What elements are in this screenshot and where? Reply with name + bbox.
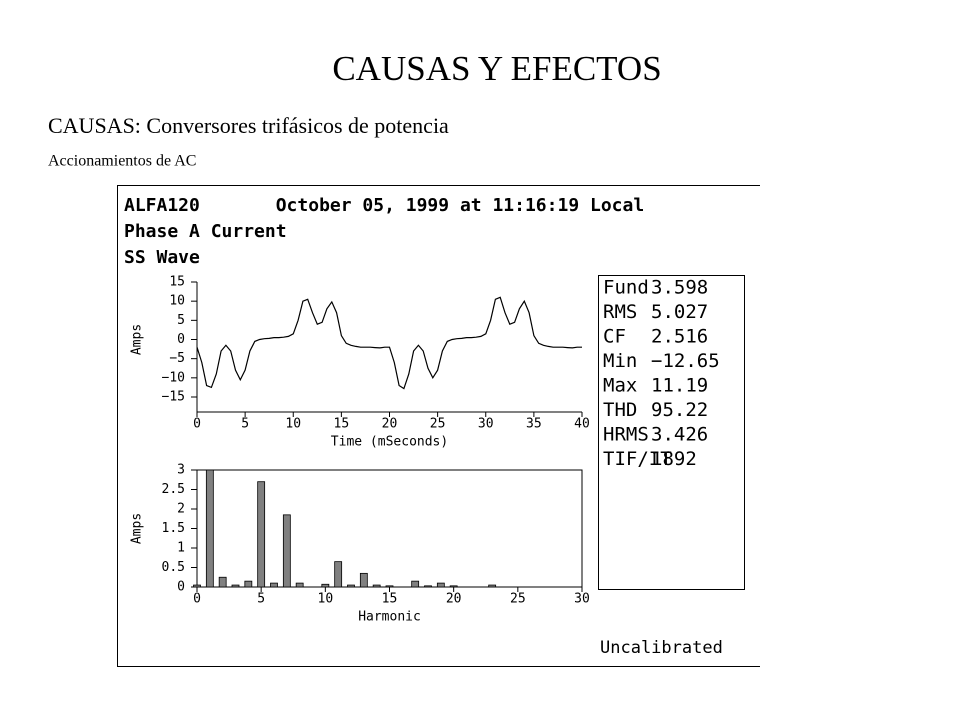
y-tick-label: 3 <box>177 463 185 478</box>
y-tick-label: 5 <box>177 313 185 328</box>
x-axis-label: Time (mSeconds) <box>331 435 448 450</box>
y-tick-label: 10 <box>169 294 185 309</box>
y-tick-label: 0 <box>177 332 185 347</box>
bar <box>359 572 368 588</box>
y-tick-label: 2 <box>177 502 185 517</box>
x-tick-label: 30 <box>574 592 590 607</box>
slide-title: CAUSAS Y EFECTOS <box>332 49 661 88</box>
bar <box>385 585 394 588</box>
header-line: SS Wave <box>124 247 200 268</box>
bar <box>270 582 278 588</box>
bar <box>334 561 343 588</box>
bar <box>372 584 381 588</box>
y-tick-label: −5 <box>169 351 185 366</box>
stat-value: −12.65 <box>651 350 720 372</box>
stat-value: 5.027 <box>651 301 708 323</box>
x-tick-label: 15 <box>382 592 398 607</box>
header-line: Phase A Current <box>124 221 287 242</box>
stat-value: 3.426 <box>651 424 708 446</box>
x-tick-label: 25 <box>510 592 526 607</box>
y-tick-label: −15 <box>162 390 185 405</box>
stat-label: RMS <box>603 301 637 323</box>
waveform <box>196 296 582 390</box>
y-tick-label: 0 <box>177 580 185 595</box>
x-tick-label: 15 <box>334 417 350 432</box>
bar <box>218 576 227 588</box>
stat-value: 95.22 <box>651 399 708 421</box>
stat-value: 3.598 <box>651 277 708 299</box>
bar <box>424 585 432 588</box>
bar <box>193 584 201 588</box>
x-axis-label: Harmonic <box>358 610 421 625</box>
x-tick-label: 20 <box>446 592 462 607</box>
slide-subtitle: CAUSAS: Conversores trifásicos de potenc… <box>48 113 449 138</box>
stat-value: 11.19 <box>651 375 708 397</box>
y-axis-label: Amps <box>130 324 145 355</box>
crop <box>760 180 960 680</box>
footer: Uncalibrated <box>600 638 723 658</box>
x-tick-label: 0 <box>193 592 201 607</box>
bar <box>488 584 497 588</box>
bar <box>411 580 420 588</box>
bar <box>231 584 240 588</box>
slide-text: Accionamientos de AC <box>48 153 196 170</box>
screenshot-frame <box>117 185 778 667</box>
stat-value: 2.516 <box>651 326 708 348</box>
bar <box>321 583 330 588</box>
y-tick-label: 15 <box>169 275 185 290</box>
y-tick-label: 2.5 <box>162 482 185 497</box>
x-tick-label: 10 <box>285 417 301 432</box>
bar <box>205 469 214 588</box>
x-tick-label: 5 <box>257 592 265 607</box>
y-tick-label: −10 <box>162 370 185 385</box>
bar <box>244 580 253 588</box>
stat-label: Min <box>603 350 637 372</box>
y-axis-label: Amps <box>130 513 145 544</box>
bar <box>347 584 355 588</box>
bar <box>257 481 266 588</box>
x-tick-label: 25 <box>430 417 446 432</box>
x-tick-label: 5 <box>241 417 249 432</box>
stat-label: HRMS <box>603 424 649 446</box>
y-tick-label: 1 <box>177 541 185 556</box>
stat-label: Fund <box>603 277 649 299</box>
bar <box>449 585 458 588</box>
x-tick-label: 0 <box>193 417 201 432</box>
bar <box>295 582 304 588</box>
x-tick-label: 20 <box>382 417 398 432</box>
stats-box <box>598 275 745 590</box>
stat-value: 1892 <box>651 448 697 470</box>
x-tick-label: 30 <box>478 417 494 432</box>
stat-label: TIF/IT <box>603 448 672 470</box>
bar <box>282 514 291 588</box>
stat-label: Max <box>603 375 637 397</box>
bar <box>436 582 445 588</box>
y-tick-label: 0.5 <box>162 560 185 575</box>
x-tick-label: 35 <box>526 417 542 432</box>
x-tick-label: 40 <box>574 417 590 432</box>
stat-label: CF <box>603 326 626 348</box>
header-line: ALFA120 October 05, 1999 at 11:16:19 Loc… <box>124 195 644 216</box>
stat-label: THD <box>603 399 637 421</box>
y-tick-label: 1.5 <box>162 521 185 536</box>
x-tick-label: 10 <box>318 592 334 607</box>
